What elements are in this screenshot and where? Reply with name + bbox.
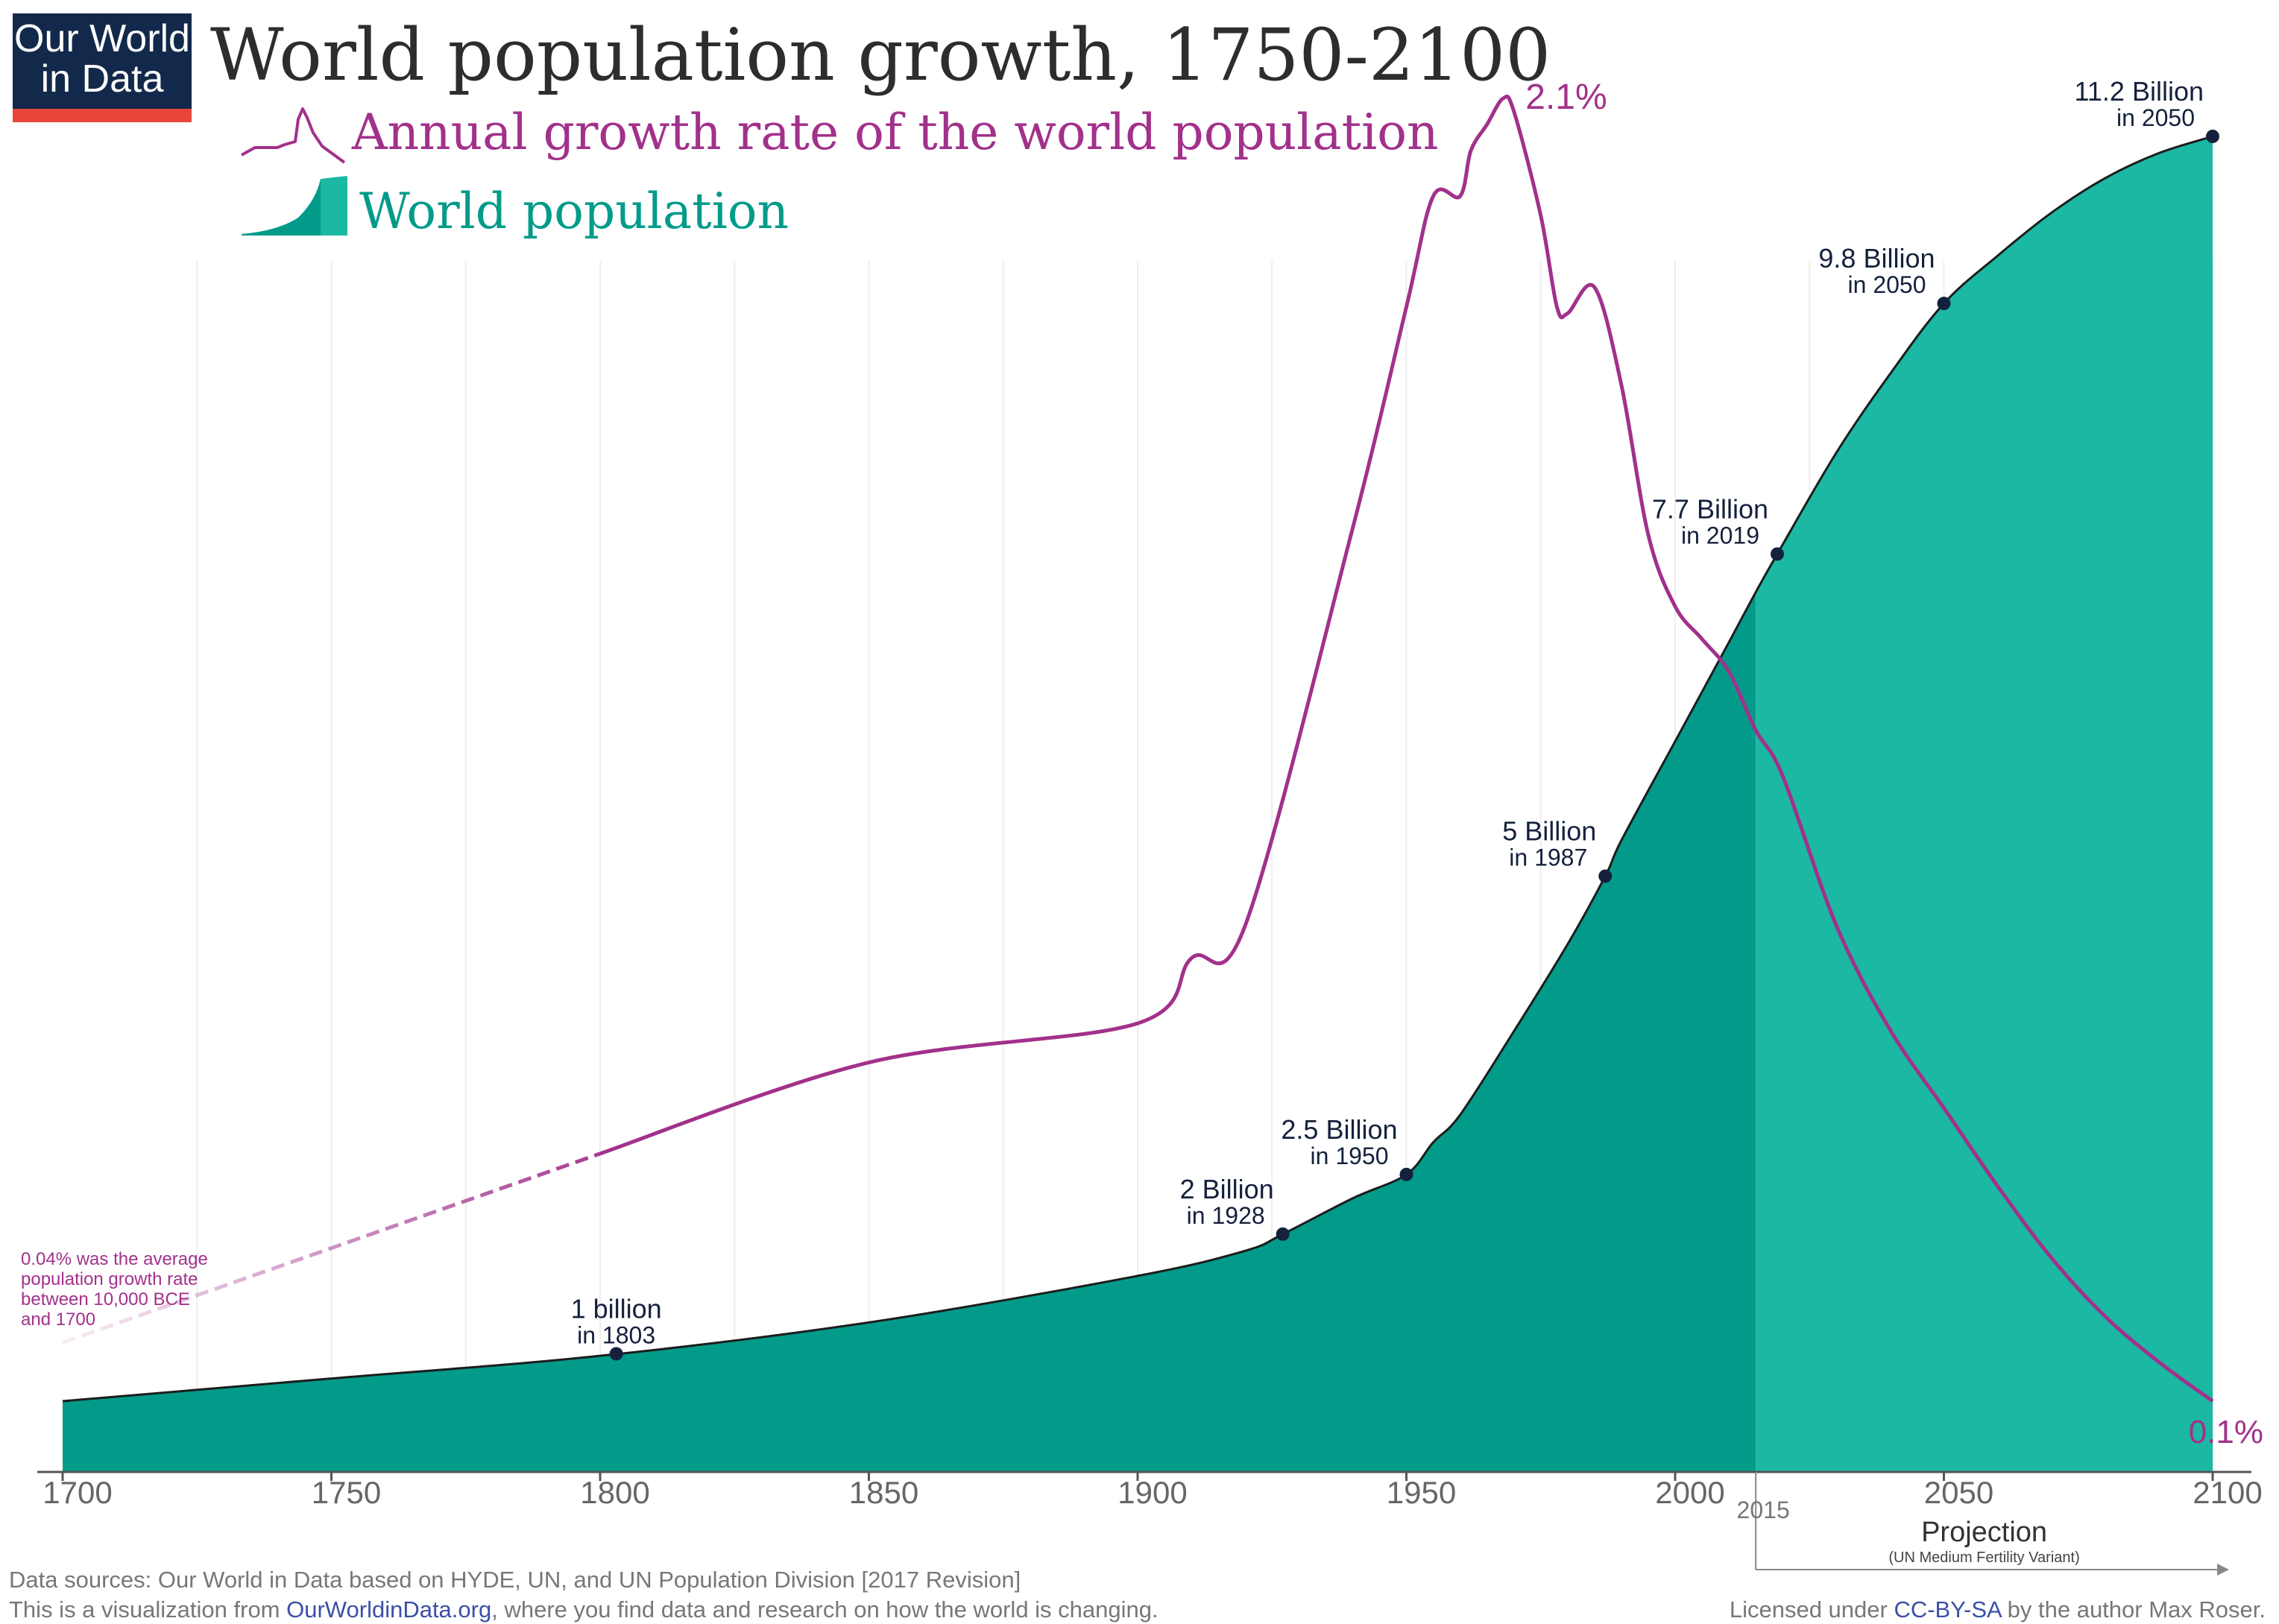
milestone-label: 1 billion xyxy=(571,1293,662,1324)
x-tick-label: 1700 xyxy=(42,1475,112,1510)
milestone-marker xyxy=(2206,130,2219,143)
data-sources-note: Data sources: Our World in Data based on… xyxy=(9,1567,1021,1593)
visualization-note-prefix: This is a visualization from xyxy=(9,1596,287,1623)
growth-rate-lines xyxy=(62,94,2214,1403)
owid-link[interactable]: OurWorldinData.org xyxy=(286,1596,492,1623)
x-tick-label: 1800 xyxy=(580,1475,649,1510)
milestone-sublabel: in 1987 xyxy=(1509,844,1587,871)
milestone-marker xyxy=(1598,869,1613,883)
milestone-marker xyxy=(1399,1167,1413,1181)
population-outline xyxy=(62,135,2213,1403)
milestone-marker xyxy=(1937,297,1951,311)
milestone-sublabel: in 2050 xyxy=(1848,271,1926,298)
rate-peak-label: 2.1% xyxy=(1525,78,1607,117)
chart-title: World population growth, 1750-2100 xyxy=(210,13,1551,97)
owid-logo[interactable] xyxy=(13,13,192,122)
milestone-label: 2.5 Billion xyxy=(1281,1114,1397,1145)
logo-text-line2: in Data xyxy=(40,57,164,101)
x-tick-label: 1750 xyxy=(312,1475,381,1510)
legend-growth-rate-label: Annual growth rate of the world populati… xyxy=(351,104,1439,161)
population-area-projection xyxy=(1756,136,2213,1472)
legend-population-label: World population xyxy=(359,183,789,240)
x-tick-label: 1900 xyxy=(1118,1475,1187,1510)
visualization-note-suffix: , where you find data and research on ho… xyxy=(491,1596,1159,1623)
extrapolation-note-line: and 1700 xyxy=(21,1309,95,1330)
milestone-marker xyxy=(1770,547,1784,561)
extrapolation-note-line: population growth rate xyxy=(21,1269,198,1289)
extrapolation-note-line: between 10,000 BCE xyxy=(21,1289,190,1309)
legend-growth-rate-icon xyxy=(241,107,346,164)
milestone-label: 11.2 Billion xyxy=(2075,76,2204,107)
milestone-sublabel: in 1928 xyxy=(1187,1202,1265,1229)
visualization-note: This is a visualization from OurWorldinD… xyxy=(9,1596,1159,1623)
x-tick-label-2015: 2015 xyxy=(1737,1497,1790,1523)
milestone-marker xyxy=(1276,1227,1290,1241)
growth-rate-line xyxy=(599,94,2214,1403)
logo-accent-bar xyxy=(13,109,192,122)
extrapolation-note-line: 0.04% was the average xyxy=(21,1249,208,1269)
x-tick-label: 2000 xyxy=(1655,1475,1724,1510)
legend-icons xyxy=(241,107,347,236)
milestone-markers xyxy=(609,130,2219,1361)
population-area-historic xyxy=(63,592,1756,1473)
population-area xyxy=(62,135,2213,1473)
projection-arrow-head xyxy=(2217,1564,2229,1576)
license-note: Licensed under CC-BY-SA by the author Ma… xyxy=(1730,1596,2266,1623)
x-tick-label: 1850 xyxy=(849,1475,918,1510)
milestone-label: 2 Billion xyxy=(1180,1174,1274,1204)
x-tick-label: 1950 xyxy=(1387,1475,1456,1510)
milestone-sublabel: in 1950 xyxy=(1311,1143,1389,1169)
license-prefix: Licensed under xyxy=(1729,1596,1894,1623)
license-link[interactable]: CC-BY-SA xyxy=(1894,1596,2002,1623)
milestone-label: 5 Billion xyxy=(1502,816,1596,847)
legend-population-projection-icon xyxy=(321,176,347,236)
x-tick-label: 2100 xyxy=(2193,1475,2262,1510)
milestone-label: 7.7 Billion xyxy=(1652,493,1768,524)
projection-label: Projection xyxy=(1921,1517,2047,1548)
license-suffix: by the author Max Roser. xyxy=(2001,1596,2266,1623)
milestone-label: 9.8 Billion xyxy=(1818,243,1935,274)
milestone-marker xyxy=(609,1347,623,1361)
milestone-sublabel: in 2019 xyxy=(1681,522,1759,549)
x-tick-label: 2050 xyxy=(1924,1475,1993,1510)
x-axis: 1700 1750 1800 1850 1900 1950 2000 2050 2100 2015… xyxy=(37,1470,2263,1576)
logo-text-line1: Our World xyxy=(14,17,190,60)
projection-sub-label: (UN Medium Fertility Variant) xyxy=(1888,1549,2079,1566)
rate-end-label: 0.1% xyxy=(2189,1414,2263,1450)
milestone-sublabel: in 1803 xyxy=(577,1321,655,1348)
legend-population-icon xyxy=(242,179,321,236)
growth-rate-extrapolation xyxy=(62,1151,601,1345)
milestone-sublabel: in 2050 xyxy=(2116,104,2195,131)
